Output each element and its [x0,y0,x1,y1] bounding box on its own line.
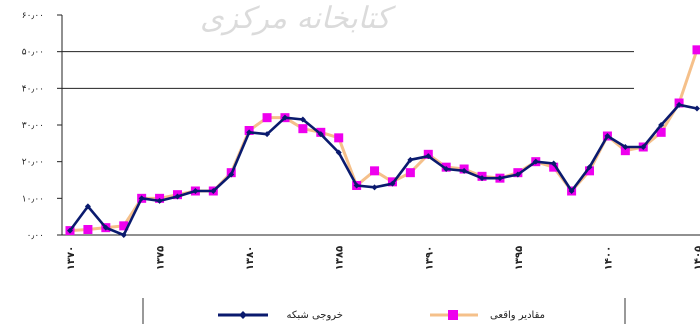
series-0-point-0 [67,227,73,234]
series-1-point-31 [620,146,630,156]
series-0-point-35 [694,105,700,112]
legend-entry-network-output: خروجی شبکه [218,310,343,321]
series-0-point-25 [514,171,521,178]
legend: خروجی شبکه مقادیر واقعی [142,298,626,324]
series-1-point-3 [119,221,129,231]
series-0-point-30 [604,133,611,139]
series-1-point-11 [262,113,272,123]
series-0-point-8 [210,188,217,194]
series-0-point-14 [317,131,324,138]
series-0-point-12 [281,114,288,121]
series-group [65,45,700,238]
legend-entry-actual-values: مقادیر واقعی [430,310,545,321]
series-0-point-28 [568,188,575,194]
series-0-point-20 [425,153,432,160]
y-tick-label-2: ۲۰٫۰۰ [22,158,44,168]
series-0-point-21 [443,166,450,172]
legend-label-actual-values: مقادیر واقعی [490,310,545,321]
y-tick-label-5: ۵۰٫۰۰ [22,48,44,58]
series-line-0 [68,103,698,237]
series-1-point-35 [692,45,700,55]
series-0-point-10 [246,129,253,136]
x-tick-label-2: ۱۳۸۰ [245,246,256,270]
series-1-point-13 [298,124,308,134]
series-0-point-4 [138,195,145,202]
y-tick-label-4: ۴۰٫۰۰ [22,84,44,94]
series-1-point-15 [334,133,344,143]
series-0-point-3 [120,232,127,238]
series-0-point-7 [192,188,199,194]
series-0-point-17 [371,184,378,191]
series-0-point-6 [174,193,181,200]
series-0-point-9 [228,171,235,178]
x-axis-ticks: ۱۳۷۰ ۱۳۷۵ ۱۳۸۰ ۱۳۸۵ ۱۳۹۰ ۱۳۹۵ ۱۴۰۰ ۱۴۰۵ [66,246,700,270]
legend-label-network-output: خروجی شبکه [286,310,343,321]
x-tick-label-7: ۱۴۰۵ [693,246,700,270]
series-0-point-24 [496,175,503,182]
series-1-point-19 [405,168,415,178]
series-0-point-23 [479,175,486,182]
series-0-point-26 [532,158,539,165]
series-0-point-13 [299,116,306,123]
series-1-point-33 [656,127,666,137]
legend-marker-actual-values [448,310,458,320]
series-0-point-27 [550,160,557,167]
y-tick-label-6: ۶۰٫۰۰ [22,11,44,21]
legend-marker-network-output [239,311,247,319]
series-0-point-18 [389,180,396,187]
series-1-point-27 [549,162,559,172]
series-0-point-32 [640,144,647,150]
x-tick-label-5: ۱۳۹۵ [514,246,525,270]
series-0-point-31 [622,144,629,150]
y-axis-ticks: ۰٫۰۰ ۱۰٫۰۰ ۲۰٫۰۰ ۳۰٫۰۰ ۴۰٫۰۰ ۵۰٫۰۰ ۶۰٫۰۰ [22,11,62,241]
y-tick-label-3: ۳۰٫۰۰ [22,121,44,131]
series-0 [67,101,700,238]
series-1-point-17 [370,166,380,176]
x-tick-label-3: ۱۳۸۵ [335,246,346,270]
series-0-point-16 [353,182,360,189]
watermark-text: کتابخانه مرکزی [200,1,396,36]
x-tick-label-4: ۱۳۹۰ [424,246,435,270]
series-0-point-1 [84,203,91,210]
x-tick-label-6: ۱۴۰۰ [603,246,614,270]
series-1-point-1 [83,225,93,234]
series-0-point-2 [102,224,109,231]
series-0-point-33 [658,122,665,128]
grid-lines [62,51,634,89]
series-1-point-29 [585,166,595,176]
series-0-point-34 [676,101,683,108]
x-tick-label-1: ۱۳۷۵ [156,246,167,270]
series-0-point-22 [461,167,468,174]
series-0-point-15 [335,149,342,156]
series-0-point-11 [264,131,271,138]
y-tick-label-0: ۰٫۰۰ [27,231,44,241]
x-tick-label-0: ۱۳۷۰ [66,246,77,270]
series-0-point-5 [156,197,163,204]
y-tick-label-1: ۱۰٫۰۰ [22,194,44,204]
series-0-point-29 [586,164,593,171]
series-0-point-19 [407,156,414,163]
